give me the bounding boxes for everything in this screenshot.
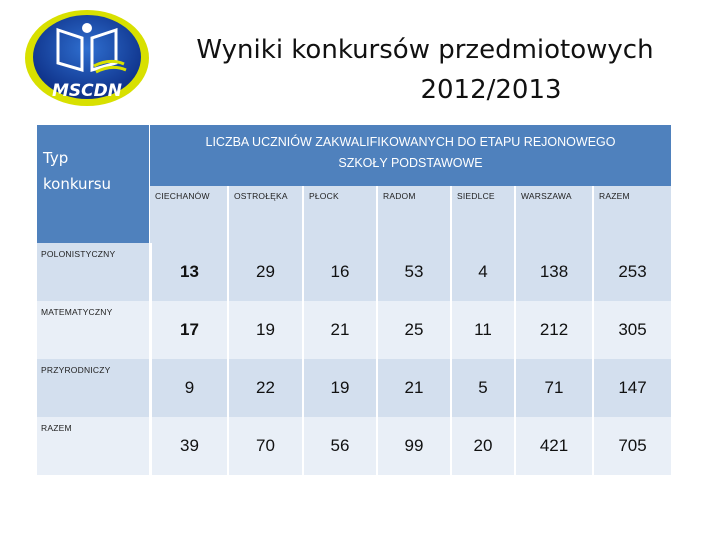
header-line-1: LICZBA UCZNIÓW ZAKWALIFIKOWANYCH DO ETAP… — [205, 135, 616, 149]
table-cell: 16 — [302, 243, 376, 301]
table-cell: 305 — [592, 301, 671, 359]
logo-text: MSCDN — [52, 81, 122, 101]
table-cell: 53 — [376, 243, 450, 301]
table-cell: 21 — [302, 301, 376, 359]
table-cell: 22 — [227, 359, 302, 417]
region-header: CIECHANÓW — [150, 186, 227, 243]
corner-label-1: Typ — [43, 149, 69, 167]
table-cell: 9 — [150, 359, 227, 417]
table-cell: 253 — [592, 243, 671, 301]
table-cell: 20 — [450, 417, 514, 475]
region-header: RAZEM — [592, 186, 671, 243]
table-cell: 19 — [227, 301, 302, 359]
table-cell: 4 — [450, 243, 514, 301]
row-label: MATEMATYCZNY — [37, 301, 149, 359]
table-cell: 138 — [514, 243, 592, 301]
region-header: WARSZAWA — [514, 186, 592, 243]
table-row: PRZYRODNICZY 9 22 19 21 5 71 147 — [37, 359, 671, 417]
table-cell: 19 — [302, 359, 376, 417]
table-cell: 147 — [592, 359, 671, 417]
table-row: RAZEM 39 70 56 99 20 421 705 — [37, 417, 671, 475]
table-cell: 70 — [227, 417, 302, 475]
table-header: LICZBA UCZNIÓW ZAKWALIFIKOWANYCH DO ETAP… — [150, 125, 671, 186]
region-header: RADOM — [376, 186, 450, 243]
table-row: POLONISTYCZNY 13 29 16 53 4 138 253 — [37, 243, 671, 301]
table-cell: 21 — [376, 359, 450, 417]
table-cell: 56 — [302, 417, 376, 475]
region-header: SIEDLCE — [450, 186, 514, 243]
table-row: MATEMATYCZNY 17 19 21 25 11 212 305 — [37, 301, 671, 359]
table-cell: 39 — [150, 417, 227, 475]
table-cell: 13 — [150, 243, 227, 301]
table-cell: 705 — [592, 417, 671, 475]
table-cell: 71 — [514, 359, 592, 417]
title-line-2: 2012/2013 — [420, 75, 562, 105]
corner-label-2: konkursu — [43, 175, 112, 193]
table-cell: 212 — [514, 301, 592, 359]
row-label: RAZEM — [37, 417, 149, 475]
table-cell: 421 — [514, 417, 592, 475]
row-label: PRZYRODNICZY — [37, 359, 149, 417]
region-header-row: CIECHANÓW OSTROŁĘKA PŁOCK RADOM SIEDLCE … — [150, 186, 671, 243]
region-header: PŁOCK — [302, 186, 376, 243]
table-cell: 29 — [227, 243, 302, 301]
page-title: Wyniki konkursów przedmiotowych 2012/201… — [165, 30, 685, 110]
header-line-2: SZKOŁY PODSTAWOWE — [338, 156, 483, 170]
table-cell: 5 — [450, 359, 514, 417]
corner-header-cell: Typ konkursu — [37, 125, 149, 243]
table-cell: 11 — [450, 301, 514, 359]
table-cell: 17 — [150, 301, 227, 359]
table-cell: 99 — [376, 417, 450, 475]
row-label: POLONISTYCZNY — [37, 243, 149, 301]
region-header: OSTROŁĘKA — [227, 186, 302, 243]
mscdn-logo: MSCDN — [25, 10, 149, 106]
table-cell: 25 — [376, 301, 450, 359]
title-line-1: Wyniki konkursów przedmiotowych — [196, 35, 654, 65]
